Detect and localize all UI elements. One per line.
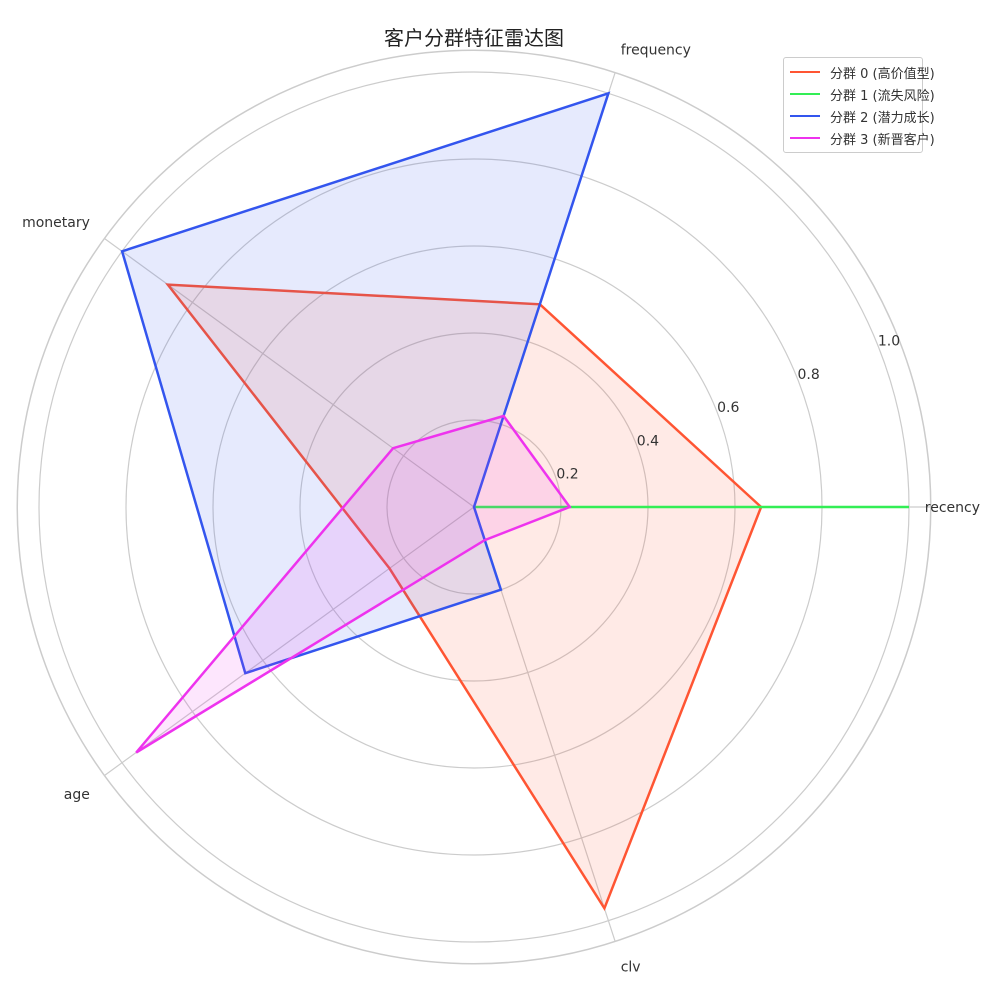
axis-label-frequency: frequency xyxy=(621,43,691,59)
radial-tick-label: 0.8 xyxy=(798,367,820,383)
chart-title: 客户分群特征雷达图 xyxy=(384,26,564,50)
axis-label-recency: recency xyxy=(925,500,980,516)
legend-item: 分群 1 (流失风险) xyxy=(790,83,935,105)
legend-item: 分群 0 (高价值型) xyxy=(790,61,935,83)
legend-swatch xyxy=(790,93,820,95)
radar-series xyxy=(120,91,909,912)
legend-label: 分群 1 (流失风险) xyxy=(830,88,935,104)
series-line-3 xyxy=(135,414,572,754)
radial-tick-label: 0.2 xyxy=(556,467,578,483)
legend-swatch xyxy=(790,137,820,139)
series-fill-3 xyxy=(136,416,570,753)
radial-tick-label: 1.0 xyxy=(878,334,900,350)
legend: 分群 0 (高价值型) 分群 1 (流失风险) 分群 2 (潜力成长) 分群 3 (新… xyxy=(783,57,935,153)
legend-label: 分群 3 (新晋客户) xyxy=(830,132,935,148)
axis-label-age: age xyxy=(64,787,90,803)
legend-label: 分群 2 (潜力成长) xyxy=(830,110,935,126)
series-fill-2 xyxy=(122,93,609,674)
legend-item: 分群 3 (新晋客户) xyxy=(790,127,935,149)
series-fill-0 xyxy=(167,284,762,909)
radial-tick-label: 0.6 xyxy=(717,400,739,416)
series-line-2 xyxy=(120,91,611,675)
legend-swatch xyxy=(790,71,820,73)
axis-label-monetary: monetary xyxy=(22,215,90,231)
spoke-age xyxy=(104,506,475,776)
radial-tick-labels: 0.2 0.4 0.6 0.8 1.0 xyxy=(556,334,900,483)
radial-tick-label: 0.4 xyxy=(637,433,659,449)
legend-label: 分群 0 (高价值型) xyxy=(830,66,935,82)
series-line-0 xyxy=(165,283,763,912)
legend-item: 分群 2 (潜力成长) xyxy=(790,105,935,127)
axis-labels: recency frequency monetary age clv xyxy=(22,43,980,976)
axis-label-clv: clv xyxy=(621,960,641,976)
legend-swatch xyxy=(790,115,820,117)
